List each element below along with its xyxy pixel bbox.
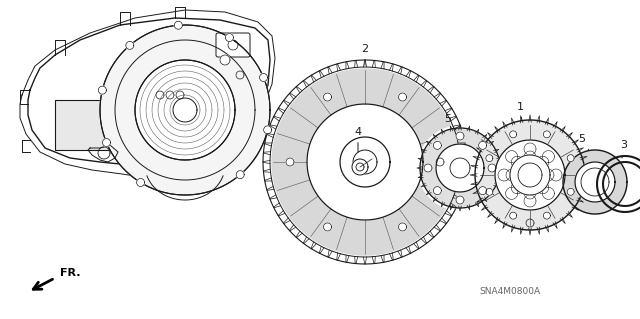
Polygon shape <box>509 131 516 138</box>
Polygon shape <box>543 212 550 219</box>
Polygon shape <box>99 86 106 94</box>
Polygon shape <box>456 132 464 140</box>
Polygon shape <box>510 155 550 195</box>
Polygon shape <box>486 155 493 162</box>
Polygon shape <box>352 159 368 175</box>
Text: 3: 3 <box>621 140 627 158</box>
Polygon shape <box>488 164 496 172</box>
Polygon shape <box>418 126 502 210</box>
Polygon shape <box>399 223 406 231</box>
Polygon shape <box>563 150 627 214</box>
Polygon shape <box>424 164 432 172</box>
Polygon shape <box>433 141 442 149</box>
Polygon shape <box>436 158 444 166</box>
Polygon shape <box>100 25 270 195</box>
Text: 5: 5 <box>445 114 456 130</box>
Polygon shape <box>264 126 271 134</box>
Text: 5: 5 <box>579 134 589 150</box>
Polygon shape <box>286 158 294 166</box>
Polygon shape <box>456 196 464 204</box>
Text: 1: 1 <box>516 102 524 119</box>
Polygon shape <box>136 178 145 187</box>
Polygon shape <box>323 93 332 101</box>
Polygon shape <box>479 187 486 195</box>
Polygon shape <box>225 33 234 41</box>
Polygon shape <box>135 60 235 160</box>
Polygon shape <box>495 140 565 210</box>
Polygon shape <box>472 117 588 233</box>
Polygon shape <box>433 187 442 195</box>
Polygon shape <box>420 128 500 208</box>
Polygon shape <box>173 98 197 122</box>
Polygon shape <box>272 69 458 255</box>
Text: 2: 2 <box>362 44 369 65</box>
Polygon shape <box>561 148 629 216</box>
FancyBboxPatch shape <box>216 33 250 57</box>
Polygon shape <box>174 21 182 29</box>
Polygon shape <box>486 188 493 195</box>
Polygon shape <box>475 120 585 230</box>
Polygon shape <box>596 155 640 213</box>
Text: 4: 4 <box>355 127 362 152</box>
Polygon shape <box>399 93 406 101</box>
Polygon shape <box>323 223 332 231</box>
Polygon shape <box>126 41 134 49</box>
Polygon shape <box>28 18 270 172</box>
Polygon shape <box>236 171 244 179</box>
Polygon shape <box>575 162 615 202</box>
Text: SNA4M0800A: SNA4M0800A <box>479 287 541 296</box>
Polygon shape <box>340 137 390 187</box>
Polygon shape <box>267 64 463 260</box>
Text: FR.: FR. <box>60 268 81 278</box>
Polygon shape <box>307 104 423 220</box>
Polygon shape <box>509 212 516 219</box>
Polygon shape <box>102 138 111 146</box>
Polygon shape <box>567 155 574 162</box>
FancyBboxPatch shape <box>55 100 110 150</box>
Polygon shape <box>260 73 268 81</box>
Polygon shape <box>220 55 230 65</box>
Polygon shape <box>567 188 574 195</box>
Polygon shape <box>543 131 550 138</box>
Polygon shape <box>479 141 486 149</box>
Polygon shape <box>436 144 484 192</box>
